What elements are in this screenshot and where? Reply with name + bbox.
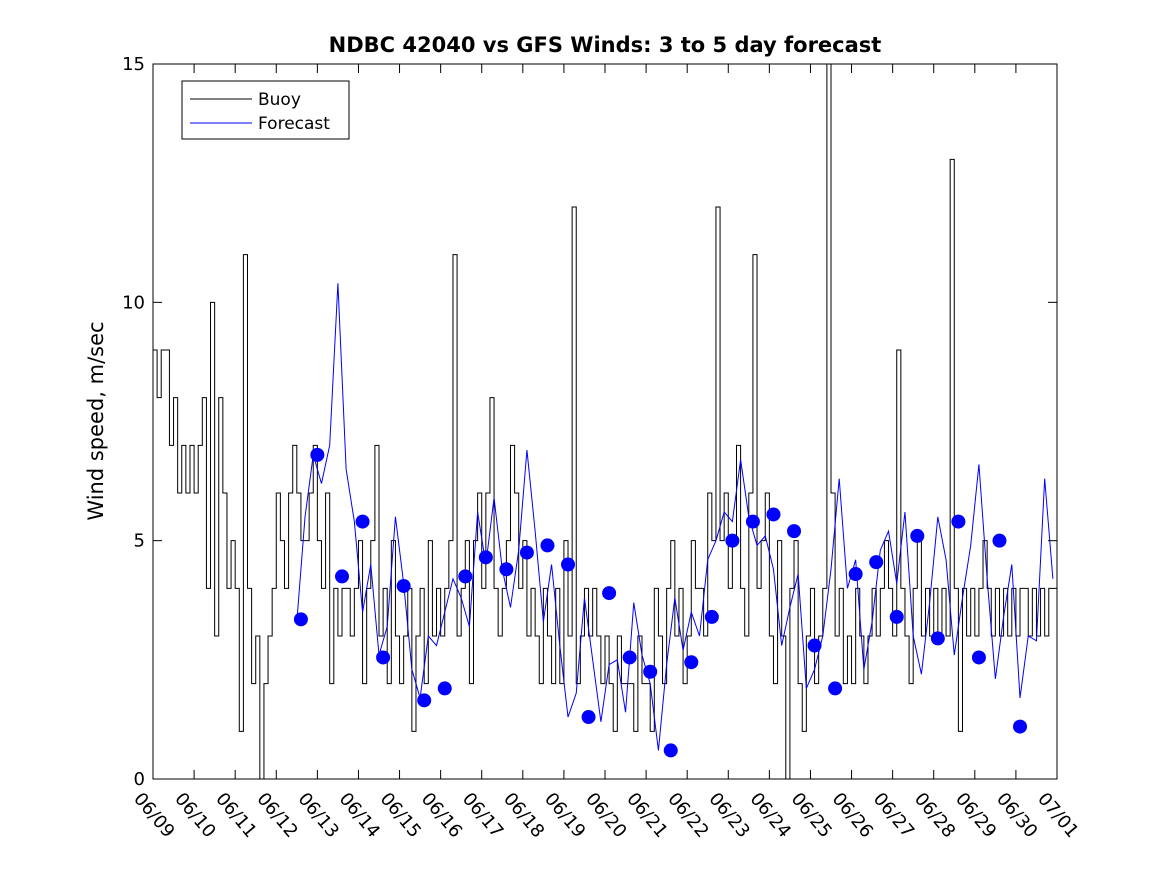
forecast-marker — [355, 514, 370, 529]
forecast-marker — [951, 514, 966, 529]
y-tick-label: 10 — [122, 292, 145, 313]
forecast-marker — [499, 562, 514, 577]
forecast-marker — [787, 524, 802, 539]
forecast-marker — [910, 528, 925, 543]
forecast-marker — [848, 567, 863, 582]
forecast-marker — [561, 557, 576, 572]
y-axis-label: Wind speed, m/sec — [84, 321, 108, 520]
y-tick-label: 15 — [122, 54, 145, 75]
forecast-marker — [807, 638, 822, 653]
forecast-marker — [745, 514, 760, 529]
forecast-series-line — [296, 283, 1054, 751]
forecast-marker — [766, 507, 781, 522]
forecast-marker — [581, 710, 596, 725]
forecast-marker — [828, 681, 843, 696]
forecast-marker — [684, 655, 699, 670]
forecast-marker — [335, 569, 350, 584]
forecast-marker — [1013, 719, 1028, 734]
legend-label-forecast: Forecast — [258, 114, 330, 134]
forecast-marker — [396, 578, 411, 593]
forecast-marker — [293, 612, 308, 627]
chart-title: NDBC 42040 vs GFS Winds: 3 to 5 day fore… — [329, 33, 882, 57]
forecast-marker — [417, 693, 432, 708]
forecast-marker — [869, 555, 884, 570]
forecast-marker — [310, 447, 325, 462]
forecast-marker — [992, 533, 1007, 548]
forecast-marker — [643, 664, 658, 679]
forecast-marker — [704, 609, 719, 624]
forecast-marker — [971, 650, 986, 665]
legend-box — [181, 80, 350, 140]
marker-layer — [293, 447, 1028, 758]
forecast-marker — [930, 631, 945, 646]
forecast-marker — [725, 533, 740, 548]
forecast-marker — [540, 538, 555, 553]
forecast-marker — [519, 545, 534, 560]
y-tick-label: 5 — [134, 531, 145, 552]
forecast-marker — [437, 681, 452, 696]
legend: Buoy Forecast — [181, 80, 350, 140]
y-tick-label: 0 — [134, 769, 145, 790]
forecast-marker — [663, 743, 678, 758]
forecast-marker — [458, 569, 473, 584]
forecast-marker — [622, 650, 637, 665]
forecast-marker — [889, 609, 904, 624]
forecast-marker — [602, 586, 617, 601]
legend-label-buoy: Buoy — [258, 90, 301, 110]
series-layer — [153, 64, 1057, 779]
forecast-marker — [478, 550, 493, 565]
forecast-marker — [376, 650, 391, 665]
